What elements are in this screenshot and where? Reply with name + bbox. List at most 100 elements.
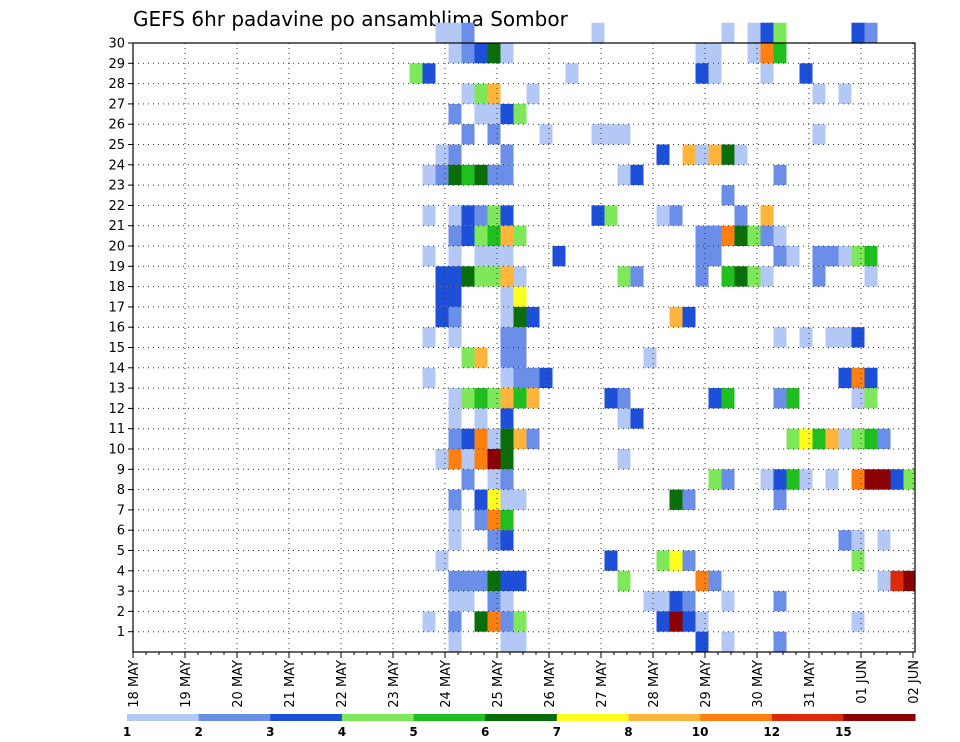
chart-title: GEFS 6hr padavine po ansamblima Sombor [133, 7, 569, 31]
x-tick-label: 22 MAY [335, 660, 350, 708]
heatmap-cell [838, 246, 852, 267]
heatmap-cell [487, 388, 501, 409]
x-tick-label: 20 MAY [231, 660, 246, 708]
heatmap-cell [708, 144, 722, 165]
colorbar-label: 7 [553, 725, 561, 739]
heatmap-cell [617, 266, 631, 287]
heatmap-cell [747, 43, 761, 64]
heatmap-cell [604, 205, 618, 226]
heatmap-cell [903, 570, 915, 592]
heatmap-cell [448, 103, 462, 125]
heatmap-cell [747, 225, 761, 246]
heatmap-cell [500, 144, 514, 165]
heatmap-cell [656, 611, 670, 632]
heatmap-cell [617, 408, 631, 429]
heatmap-cell [851, 327, 865, 348]
heatmap-cell [474, 103, 488, 125]
colorbar-label: 4 [338, 725, 346, 739]
heatmap-cell [799, 327, 813, 348]
heatmap-cell [851, 428, 865, 449]
heatmap-cell [864, 266, 878, 287]
heatmap-cell [500, 225, 514, 246]
heatmap-cell [448, 22, 462, 43]
heatmap-cell [890, 570, 904, 592]
heatmap-cell [721, 225, 735, 246]
heatmap-cell [773, 591, 787, 612]
heatmap-cell [422, 246, 436, 267]
x-tick-label: 18 MAY [127, 660, 142, 708]
heatmap-cell [760, 63, 774, 84]
heatmap-cell [773, 164, 787, 186]
heatmap-cell [500, 103, 514, 125]
heatmap-cell [656, 205, 670, 226]
heatmap-cell [773, 489, 787, 510]
colorbar-label: 2 [194, 725, 202, 739]
heatmap-cell [461, 347, 475, 368]
grid-lines [133, 42, 915, 652]
heatmap-cell [448, 631, 462, 652]
heatmap-cell [474, 388, 488, 409]
heatmap-cell [500, 509, 514, 531]
heatmap-cell [461, 428, 475, 449]
heatmap-cell [890, 469, 904, 490]
heatmap-cell [500, 266, 514, 287]
heatmap-cell [500, 408, 514, 429]
heatmap-cell [773, 43, 787, 64]
heatmap-cell [734, 225, 748, 246]
heatmap-cell [448, 144, 462, 165]
y-tick-label: 20 [108, 240, 125, 255]
colorbar-segment [341, 714, 415, 721]
heatmap-cell [539, 124, 553, 145]
heatmap-cell [500, 428, 514, 449]
heatmap-cell [825, 246, 839, 267]
heatmap-cell [747, 266, 761, 287]
y-tick-label: 18 [108, 280, 125, 295]
heatmap-cell [500, 631, 514, 652]
heatmap-cell [513, 611, 527, 632]
heatmap-cell [773, 246, 787, 267]
heatmap-cell [474, 611, 488, 632]
heatmap-cell [903, 469, 915, 490]
heatmap-cell [448, 164, 462, 186]
y-tick-label: 10 [108, 443, 125, 458]
heatmap-cell [448, 246, 462, 267]
heatmap-cell [825, 469, 839, 490]
heatmap-cell [500, 570, 514, 592]
heatmap-cell [526, 388, 540, 409]
heatmap-cell [786, 428, 800, 449]
heatmap-cell [669, 550, 683, 571]
heatmap-cell [435, 266, 449, 287]
heatmap-cell [500, 347, 514, 368]
y-tick-label: 13 [108, 382, 125, 397]
colorbar-label: 10 [692, 725, 709, 739]
heatmap-cell [708, 43, 722, 64]
heatmap-cell [448, 225, 462, 246]
y-tick-label: 3 [117, 585, 125, 600]
heatmap-cell [708, 570, 722, 592]
heatmap-cell [773, 388, 787, 409]
heatmap-cell [500, 205, 514, 226]
y-tick-label: 29 [108, 57, 125, 72]
heatmap-cell [474, 164, 488, 186]
heatmap-cell [721, 266, 735, 287]
heatmap-cell [877, 469, 891, 490]
heatmap-cell [851, 388, 865, 409]
heatmap-cell [474, 266, 488, 287]
heatmap-cell [552, 246, 566, 267]
y-tick-label: 23 [108, 179, 125, 194]
x-tick-label: 25 MAY [491, 660, 506, 708]
heatmap-cell [838, 83, 852, 104]
x-tick-label: 24 MAY [439, 660, 454, 708]
heatmap-cell [474, 408, 488, 429]
y-tick-label: 19 [108, 260, 125, 275]
heatmap-cell [487, 591, 501, 612]
heatmap-cell [864, 22, 878, 43]
heatmap-cell [721, 591, 735, 612]
heatmap-cell [851, 550, 865, 571]
heatmap-cell [799, 63, 813, 84]
heatmap-cell [669, 489, 683, 510]
heatmap-cell [487, 428, 501, 449]
heatmap-cell [448, 306, 462, 328]
heatmap-cell [461, 266, 475, 287]
heatmap-cell [448, 449, 462, 470]
